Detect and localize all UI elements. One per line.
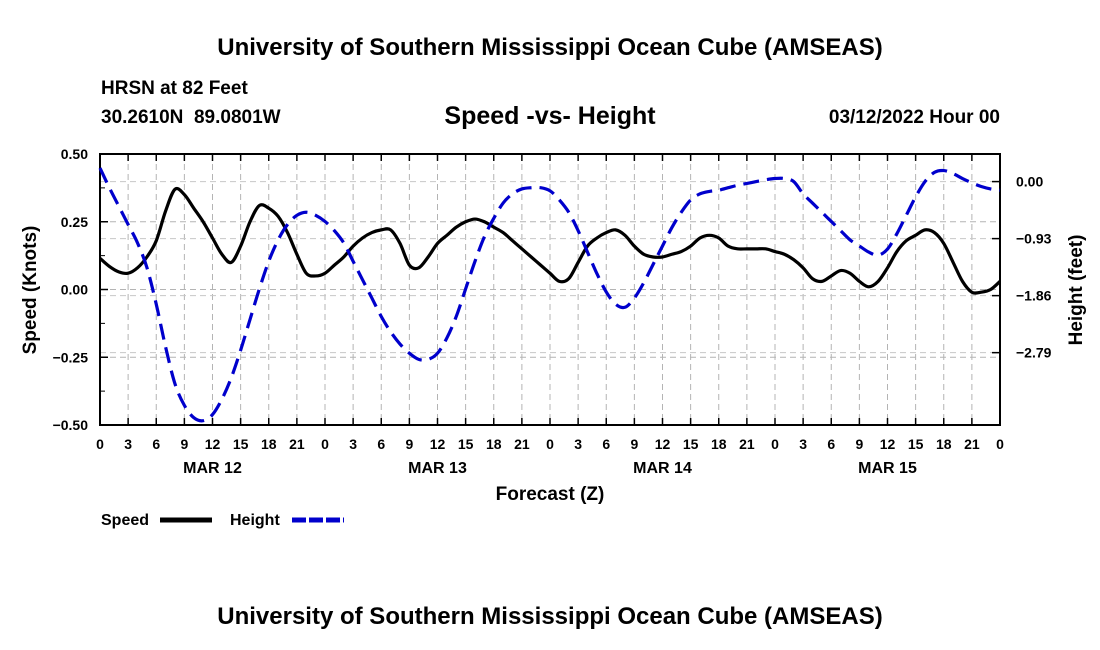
x-tick-label: 21 xyxy=(289,436,305,452)
x-tick-label: 3 xyxy=(799,436,807,452)
y-tick-label: 0.50 xyxy=(61,146,88,162)
series xyxy=(98,167,1002,423)
legend: Speed Height xyxy=(101,512,344,529)
station-label: HRSN at 82 Feet xyxy=(101,78,248,99)
main-title: University of Southern Mississippi Ocean… xyxy=(217,34,882,61)
footer-title: University of Southern Mississippi Ocean… xyxy=(217,603,882,630)
x-tick-label: 18 xyxy=(261,436,277,452)
x-tick-label: 21 xyxy=(964,436,980,452)
series-height xyxy=(98,167,1001,423)
legend-speed-label: Speed xyxy=(101,512,149,529)
x-tick-label: 6 xyxy=(377,436,385,452)
grid xyxy=(100,154,1000,425)
y-tick-label: −0.25 xyxy=(53,349,89,365)
x-day-label: MAR 13 xyxy=(408,460,467,477)
x-axis-label: Forecast (Z) xyxy=(496,484,605,505)
coords-label: 30.2610N 89.0801W xyxy=(101,107,281,128)
x-tick-label: 18 xyxy=(486,436,502,452)
x-tick-label: 15 xyxy=(233,436,249,452)
axes: 0 3 6 9 12 15 18 21 0 3 6 9 12 15 18 21 0 3 6 9 12 15 18 21 0 3 6 9… xyxy=(53,146,1052,477)
x-tick-label: 0 xyxy=(96,436,104,452)
x-tick-label: 21 xyxy=(514,436,530,452)
chart-title: Speed -vs- Height xyxy=(444,102,656,130)
x-tick-label: 12 xyxy=(655,436,671,452)
y-axis-label: Speed (Knots) xyxy=(20,226,41,355)
y2-tick-label: −1.86 xyxy=(1016,288,1052,304)
x-tick-label: 15 xyxy=(458,436,474,452)
x-tick-label: 15 xyxy=(683,436,699,452)
x-tick-label: 18 xyxy=(936,436,952,452)
legend-height-label: Height xyxy=(230,512,280,529)
x-tick-label: 9 xyxy=(180,436,188,452)
y2-tick-label: 0.00 xyxy=(1016,174,1043,190)
x-tick-label: 6 xyxy=(602,436,610,452)
y2-axis-label: Height (feet) xyxy=(1066,235,1087,346)
speed-line xyxy=(98,186,1002,295)
x-tick-label: 12 xyxy=(205,436,221,452)
series-speed xyxy=(98,186,1002,295)
date-label: 03/12/2022 Hour 00 xyxy=(829,107,1000,128)
x-tick-label: 3 xyxy=(574,436,582,452)
x-tick-label: 6 xyxy=(827,436,835,452)
x-tick-label: 9 xyxy=(630,436,638,452)
x-tick-label: 0 xyxy=(771,436,779,452)
x-tick-label: 21 xyxy=(739,436,755,452)
x-tick-label: 18 xyxy=(711,436,727,452)
y-tick-label: −0.50 xyxy=(53,417,89,433)
x-tick-label: 0 xyxy=(996,436,1004,452)
x-tick-label: 15 xyxy=(908,436,924,452)
x-day-label: MAR 15 xyxy=(858,460,917,477)
x-tick-label: 12 xyxy=(430,436,446,452)
height-line xyxy=(98,167,1001,423)
y-tick-label: 0.00 xyxy=(61,282,88,298)
x-day-label: MAR 12 xyxy=(183,460,242,477)
y-tick-label: 0.25 xyxy=(61,214,88,230)
y2-tick-label: −0.93 xyxy=(1016,231,1052,247)
x-tick-label: 12 xyxy=(880,436,896,452)
x-tick-label: 3 xyxy=(124,436,132,452)
x-tick-label: 6 xyxy=(152,436,160,452)
x-tick-label: 9 xyxy=(855,436,863,452)
x-tick-label: 9 xyxy=(405,436,413,452)
x-day-label: MAR 14 xyxy=(633,460,692,477)
y2-tick-label: −2.79 xyxy=(1016,345,1052,361)
x-tick-label: 0 xyxy=(321,436,329,452)
x-tick-label: 3 xyxy=(349,436,357,452)
x-tick-label: 0 xyxy=(546,436,554,452)
